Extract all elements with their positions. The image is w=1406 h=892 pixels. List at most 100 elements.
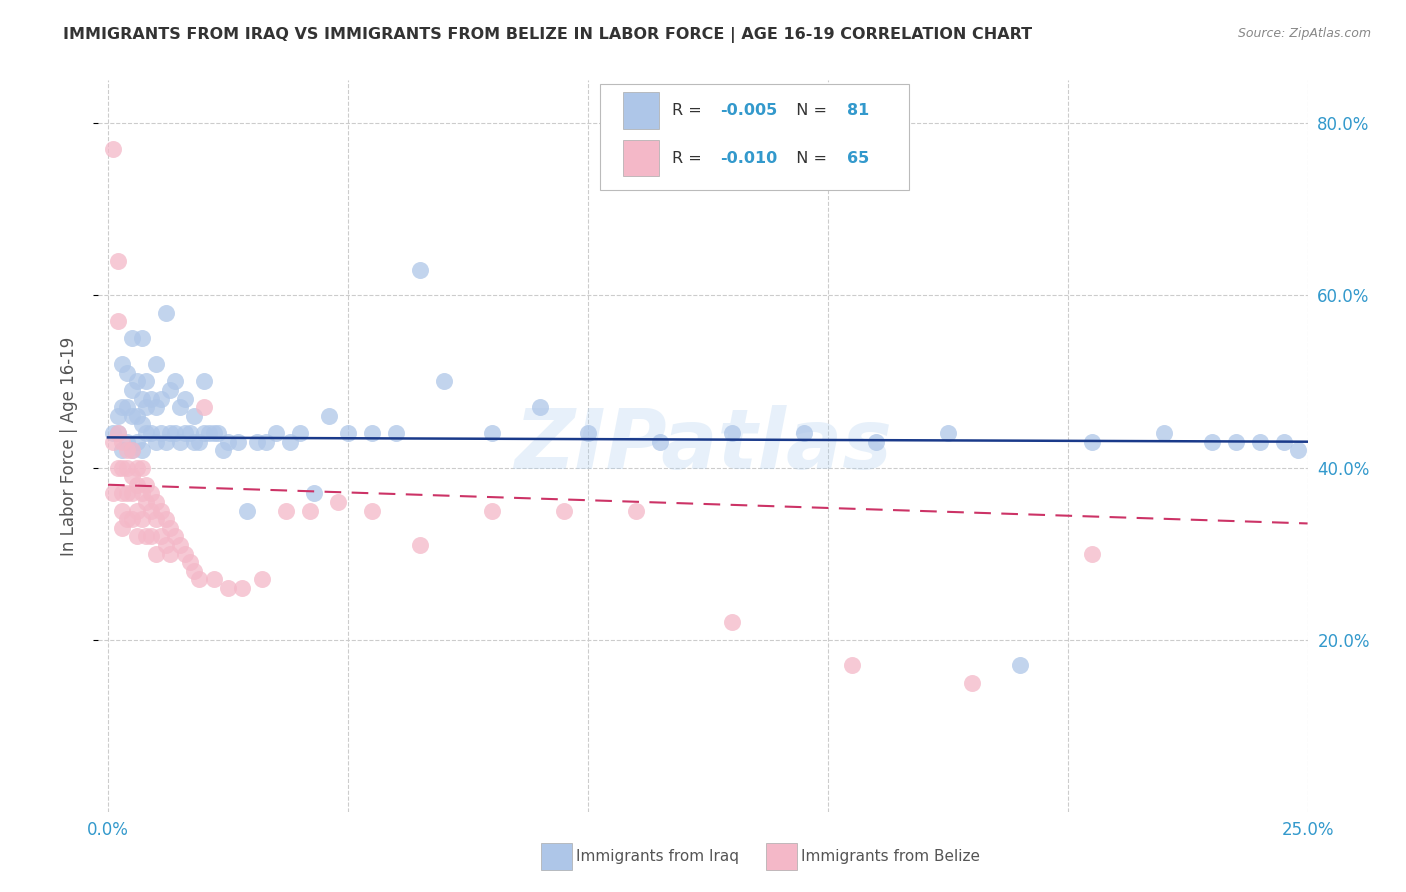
Point <box>433 375 456 389</box>
Point <box>280 434 302 449</box>
Point <box>159 547 181 561</box>
Text: -0.010: -0.010 <box>720 151 778 166</box>
Point <box>145 547 167 561</box>
Point <box>159 383 181 397</box>
Point <box>155 305 177 319</box>
Point <box>1201 434 1223 449</box>
Point <box>173 392 195 406</box>
Text: Source: ZipAtlas.com: Source: ZipAtlas.com <box>1237 27 1371 40</box>
Text: IMMIGRANTS FROM IRAQ VS IMMIGRANTS FROM BELIZE IN LABOR FORCE | AGE 16-19 CORREL: IMMIGRANTS FROM IRAQ VS IMMIGRANTS FROM … <box>63 27 1032 43</box>
Point <box>648 434 671 449</box>
Point <box>481 426 503 441</box>
Point <box>328 495 350 509</box>
Text: Immigrants from Iraq: Immigrants from Iraq <box>576 849 740 863</box>
Point <box>121 469 143 483</box>
Point <box>1272 434 1295 449</box>
Point <box>121 331 143 345</box>
Point <box>793 426 815 441</box>
Point <box>121 443 143 458</box>
Point <box>274 503 297 517</box>
Point <box>135 529 157 543</box>
Point <box>115 366 138 380</box>
Point <box>553 503 575 517</box>
Point <box>145 357 167 371</box>
Point <box>155 434 177 449</box>
Point <box>135 401 157 415</box>
Point <box>101 426 124 441</box>
Point <box>481 503 503 517</box>
Point <box>101 486 124 500</box>
Point <box>193 375 215 389</box>
Point <box>145 512 167 526</box>
Point <box>169 434 191 449</box>
Point <box>169 538 191 552</box>
Point <box>361 426 384 441</box>
Point <box>865 434 887 449</box>
Point <box>720 426 742 441</box>
Point <box>207 426 229 441</box>
FancyBboxPatch shape <box>600 84 908 190</box>
Point <box>115 460 138 475</box>
Point <box>212 443 235 458</box>
Point <box>246 434 269 449</box>
Point <box>193 401 215 415</box>
Point <box>202 426 225 441</box>
Point <box>159 426 181 441</box>
Point <box>125 460 148 475</box>
Point <box>135 375 157 389</box>
Point <box>841 658 863 673</box>
Point <box>121 512 143 526</box>
Point <box>1080 547 1102 561</box>
Text: ZIPatlas: ZIPatlas <box>515 406 891 486</box>
Point <box>121 383 143 397</box>
Point <box>231 581 253 595</box>
Point <box>115 401 138 415</box>
Point <box>1249 434 1271 449</box>
Point <box>111 460 134 475</box>
Point <box>101 434 124 449</box>
Point <box>529 401 551 415</box>
Point <box>107 409 129 423</box>
Point <box>107 426 129 441</box>
Point <box>336 426 359 441</box>
Point <box>298 503 321 517</box>
Point <box>304 486 326 500</box>
Point <box>141 529 163 543</box>
Point <box>173 426 195 441</box>
Point <box>131 443 153 458</box>
Text: R =: R = <box>672 103 706 119</box>
Point <box>131 392 153 406</box>
Point <box>131 460 153 475</box>
Point <box>107 314 129 328</box>
Point <box>409 262 432 277</box>
Point <box>121 486 143 500</box>
Point <box>288 426 311 441</box>
Point <box>131 486 153 500</box>
Point <box>141 486 163 500</box>
Point <box>165 375 187 389</box>
Point <box>121 443 143 458</box>
FancyBboxPatch shape <box>623 93 659 129</box>
Point <box>183 564 205 578</box>
Point <box>111 434 134 449</box>
Y-axis label: In Labor Force | Age 16-19: In Labor Force | Age 16-19 <box>59 336 77 556</box>
Point <box>159 521 181 535</box>
Point <box>107 254 129 268</box>
Point <box>1286 443 1309 458</box>
Point <box>236 503 259 517</box>
Point <box>121 409 143 423</box>
Point <box>125 529 148 543</box>
Point <box>111 443 134 458</box>
Text: -0.005: -0.005 <box>720 103 778 119</box>
Text: N =: N = <box>786 151 832 166</box>
Point <box>169 401 191 415</box>
Point <box>149 529 172 543</box>
Point <box>179 426 201 441</box>
Point <box>107 460 129 475</box>
Point <box>141 503 163 517</box>
Point <box>318 409 340 423</box>
Point <box>254 434 277 449</box>
Point <box>111 503 134 517</box>
Point <box>1153 426 1175 441</box>
Point <box>131 331 153 345</box>
